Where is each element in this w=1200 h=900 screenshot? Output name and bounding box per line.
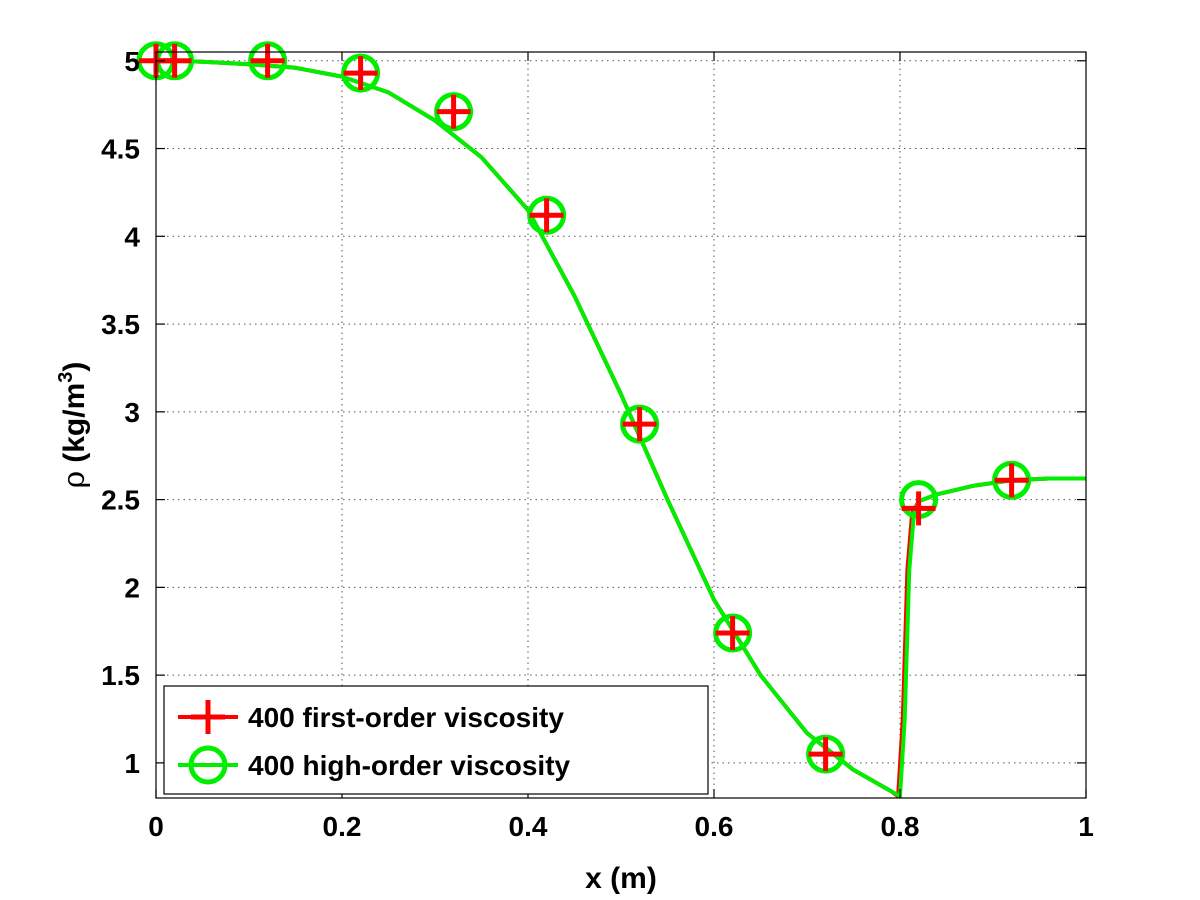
y-tick-label: 4: [124, 221, 140, 252]
plot-frame: [155, 51, 1087, 799]
x-tick-label: 0.2: [323, 811, 362, 842]
y-tick-label: 3.5: [101, 309, 140, 340]
first-order-marker: [250, 43, 285, 78]
x-tick-label: 1: [1078, 811, 1094, 842]
grid: [156, 52, 1086, 798]
series-line-high-order: [156, 58, 1086, 799]
markers: [136, 41, 1032, 774]
y-tick-label: 2: [124, 572, 140, 603]
legend-circle-marker: [188, 745, 228, 785]
legend-label-first-order: 400 first-order viscosity: [248, 702, 564, 733]
legend-entry-high-order: 400 high-order viscosity: [178, 745, 571, 785]
y-tick-label: 3: [124, 397, 140, 428]
y-axis-label-text: (kg/m: [58, 383, 91, 463]
y-axis-label-close: ): [58, 362, 91, 372]
first-order-marker: [994, 463, 1029, 498]
legend-label-high-order: 400 high-order viscosity: [248, 750, 571, 781]
x-tick-label: 0.4: [509, 811, 548, 842]
y-axis-label: ρ (kg/m3): [55, 362, 92, 489]
first-order-marker: [901, 491, 936, 526]
legend-circle-glyph: [188, 745, 228, 785]
y-tick-label: 4.5: [101, 134, 140, 165]
first-order-marker: [529, 198, 564, 233]
first-order-marker: [808, 737, 843, 772]
first-order-marker: [715, 616, 750, 651]
first-order-marker: [436, 94, 471, 129]
y-axis-ticks: 1 1.5 2 2.5 3 3.5 4 4.5 5: [101, 46, 1086, 779]
x-axis-label: x (m): [585, 862, 657, 895]
y-axis-label-superscript: 3: [55, 372, 77, 383]
y-tick-label: 1: [124, 748, 140, 779]
x-tick-label: 0.6: [695, 811, 734, 842]
x-tick-label: 0.8: [881, 811, 920, 842]
x-axis-ticks: 0 0.2 0.4 0.6 0.8 1: [148, 52, 1094, 842]
y-axis-label-symbol: ρ: [57, 471, 92, 489]
legend: 400 first-order viscosity 400 high-order…: [163, 685, 709, 795]
first-order-marker: [622, 407, 657, 442]
legend-plus-marker: [191, 700, 225, 734]
first-order-marker: [343, 56, 378, 91]
legend-entry-first-order: 400 first-order viscosity: [178, 700, 564, 734]
legend-box: [163, 685, 709, 795]
x-tick-label: 0: [148, 811, 164, 842]
legend-plus-glyph: [191, 700, 225, 734]
y-tick-label: 5: [124, 46, 140, 77]
curves: [156, 58, 1086, 799]
y-tick-label: 2.5: [101, 485, 140, 516]
y-tick-label: 1.5: [101, 660, 140, 691]
svg-text:ρ(kg/m3): ρ (kg/m3): [55, 362, 92, 489]
